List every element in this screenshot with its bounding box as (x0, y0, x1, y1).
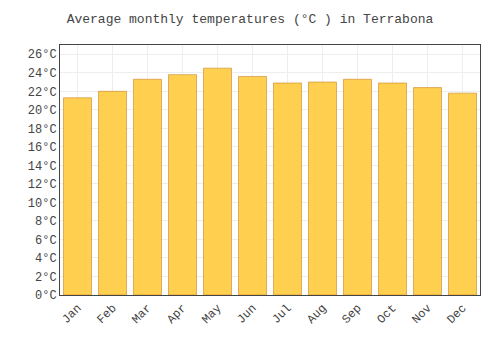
svg-text:0°C: 0°C (35, 289, 57, 303)
svg-text:10°C: 10°C (28, 197, 57, 211)
svg-text:Jul: Jul (269, 302, 294, 327)
svg-text:Average monthly temperatures (: Average monthly temperatures (°C ) in Te… (67, 12, 434, 27)
svg-text:May: May (199, 302, 224, 327)
svg-text:2°C: 2°C (35, 271, 57, 285)
svg-text:Sep: Sep (339, 302, 364, 327)
svg-text:20°C: 20°C (28, 104, 57, 118)
svg-text:22°C: 22°C (28, 86, 57, 100)
svg-text:14°C: 14°C (28, 160, 57, 174)
svg-text:Jan: Jan (59, 302, 84, 327)
svg-text:Mar: Mar (129, 302, 154, 327)
svg-text:Feb: Feb (94, 302, 119, 327)
svg-text:Apr: Apr (164, 302, 189, 327)
svg-text:24°C: 24°C (28, 67, 57, 81)
svg-text:6°C: 6°C (35, 234, 57, 248)
svg-text:Dec: Dec (444, 302, 469, 327)
svg-text:Aug: Aug (304, 302, 329, 327)
svg-text:12°C: 12°C (28, 178, 57, 192)
svg-text:26°C: 26°C (28, 48, 57, 62)
svg-text:16°C: 16°C (28, 141, 57, 155)
svg-text:8°C: 8°C (35, 215, 57, 229)
svg-text:Nov: Nov (409, 302, 434, 327)
svg-text:4°C: 4°C (35, 252, 57, 266)
svg-text:Jun: Jun (234, 302, 259, 327)
svg-text:Oct: Oct (374, 302, 399, 327)
svg-text:18°C: 18°C (28, 123, 57, 137)
